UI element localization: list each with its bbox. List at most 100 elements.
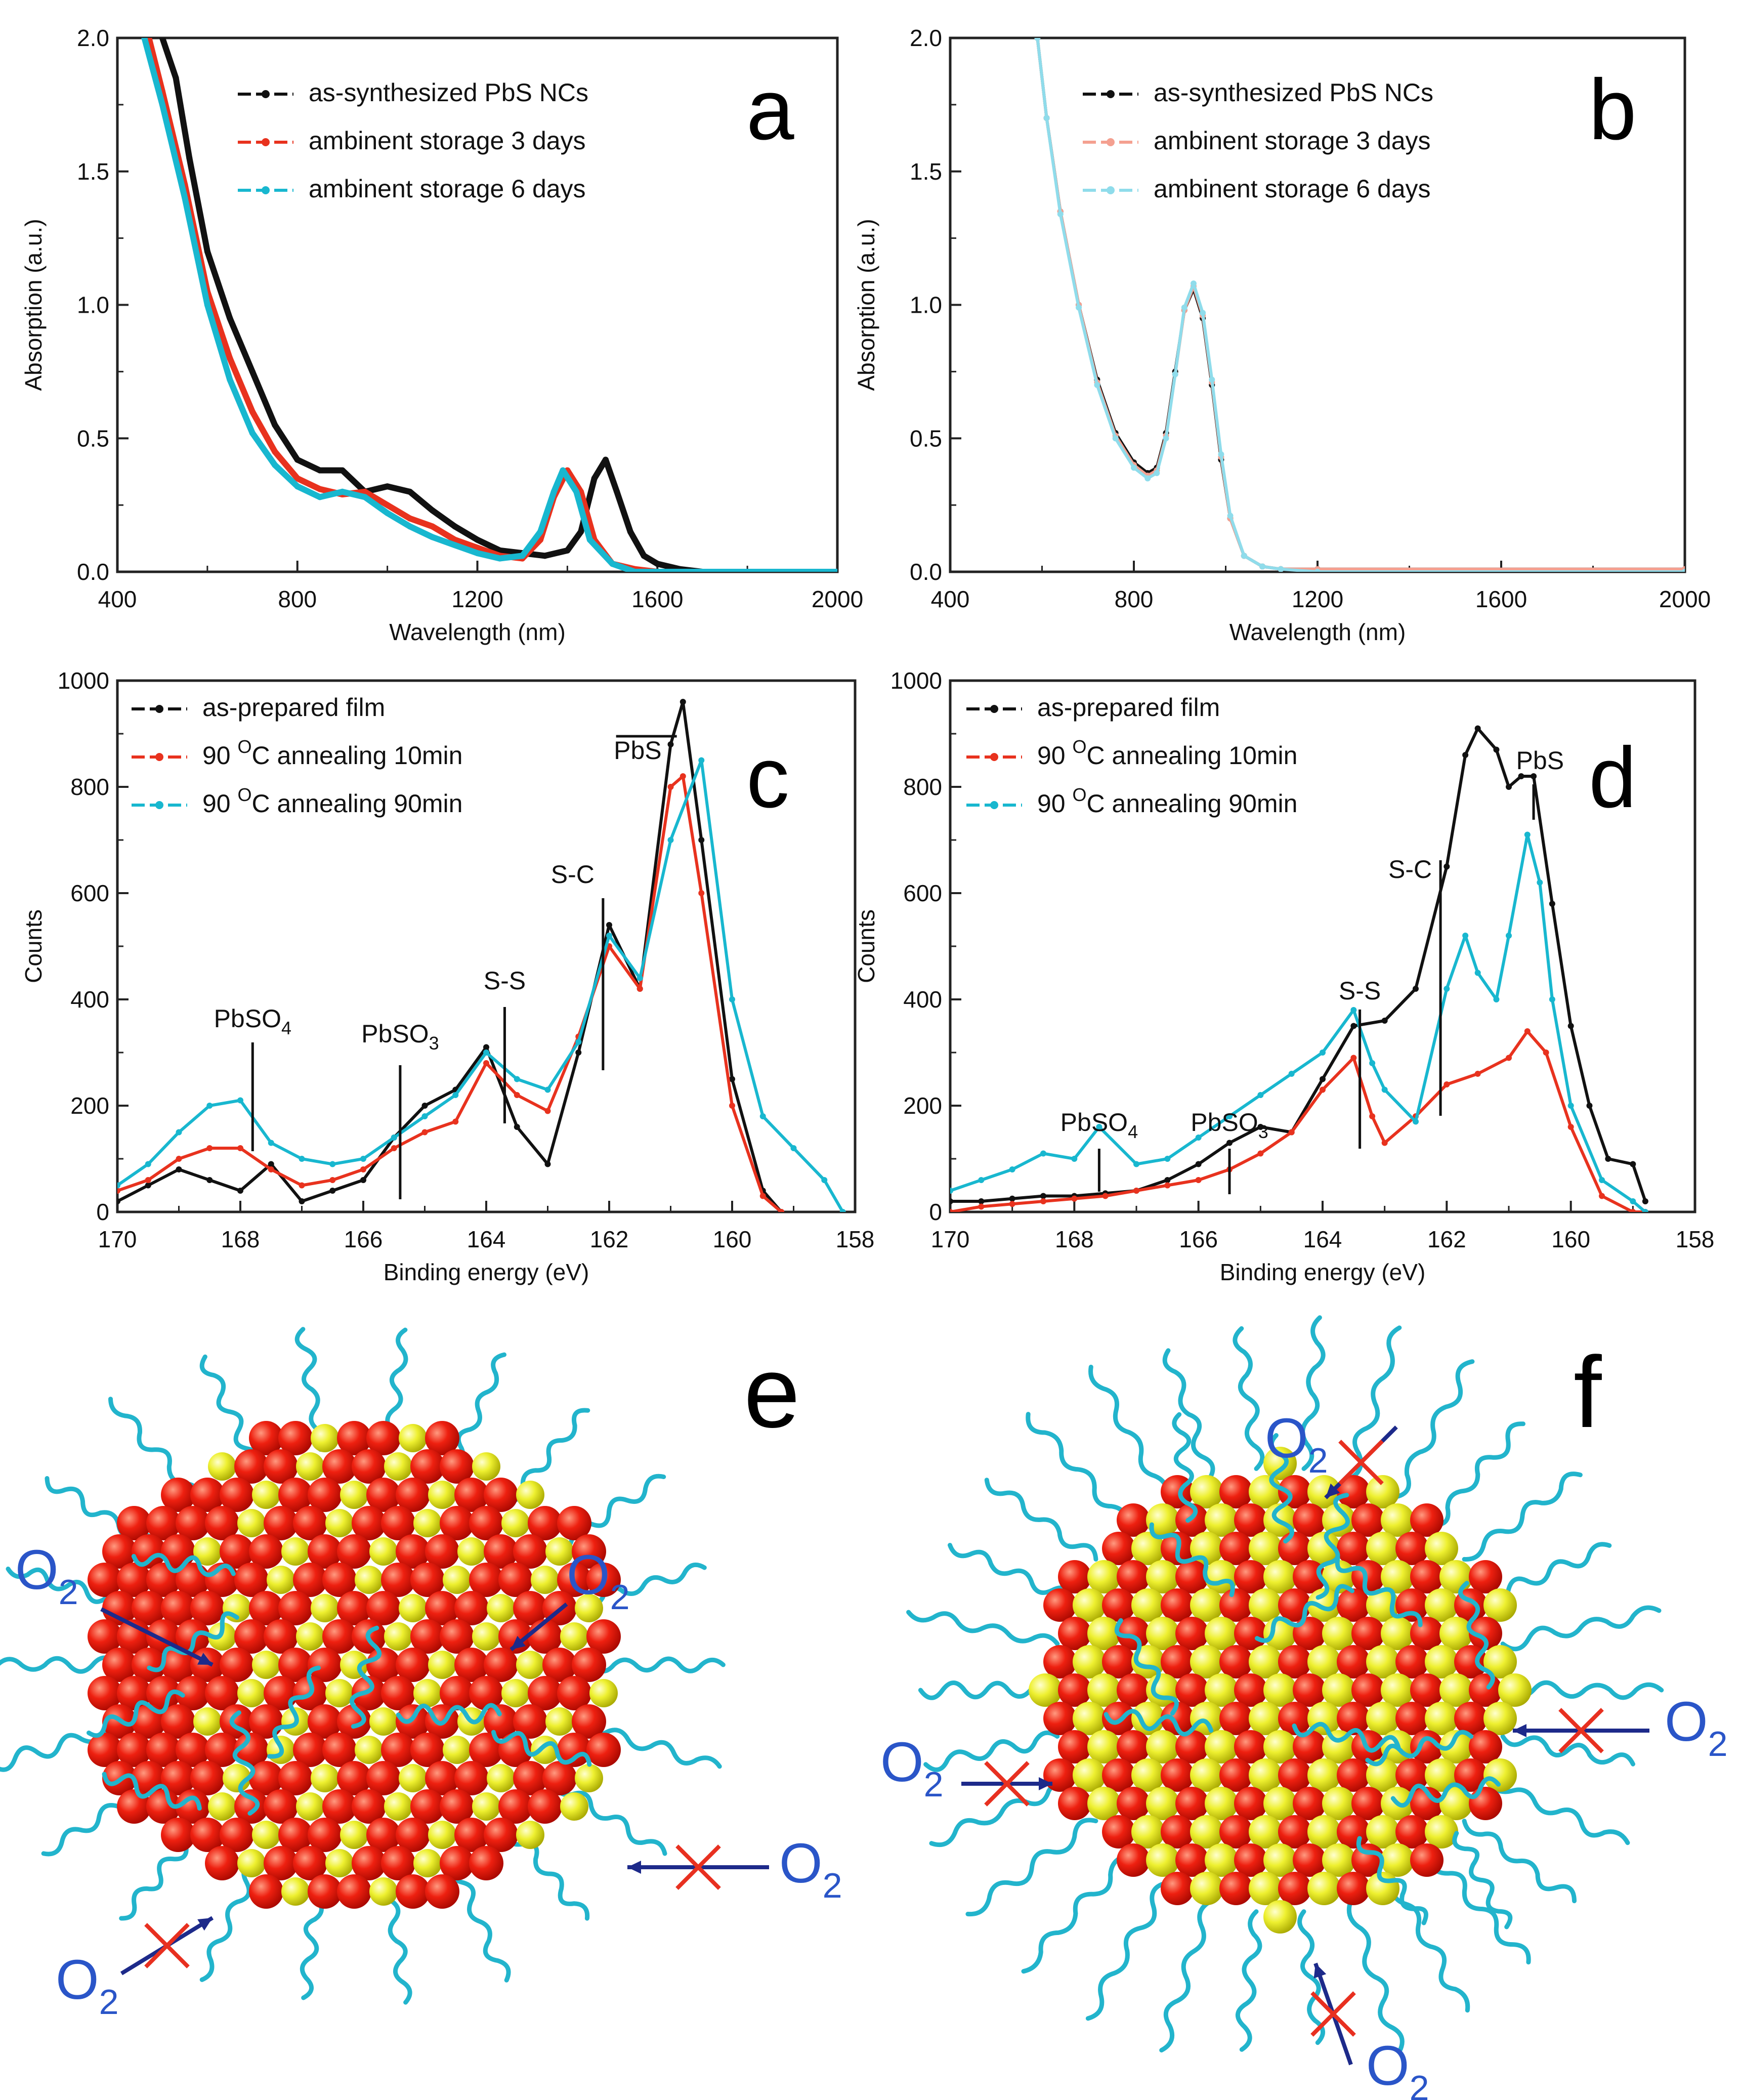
data-point-d-0 [1195,1161,1202,1167]
legend-label-d-0: as-prepared film [1037,693,1220,722]
o2-arrow-head [511,1635,526,1650]
data-point-d-2 [1226,1113,1233,1119]
data-point-c-1 [145,1177,151,1183]
data-point-c-2 [145,1161,151,1167]
lead-atom [278,1421,313,1455]
ligand-chain [1255,1584,1354,1643]
x-tick-label-a: 2000 [812,586,863,612]
ligand-chain [491,1730,592,1767]
lead-atom [1395,1815,1429,1849]
ligand-chain [102,1772,202,1811]
annotation-label-d: PbSO4 [1060,1108,1138,1142]
data-point-d-0 [1444,863,1450,870]
y-axis-label-b: Absorption (a.u.) [853,219,879,391]
data-point-c-2 [268,1140,274,1146]
data-point-b-2 [1154,470,1160,476]
lead-atom [366,1421,401,1455]
series-group-d [950,725,1648,1212]
annotation-label-c: PbSO3 [361,1020,439,1054]
series-line-d-1 [950,1030,1645,1212]
data-point-c-1 [299,1182,305,1189]
annotation-label-c: S-S [484,967,526,995]
lead-atom [1058,1730,1091,1763]
lead-atom [88,1733,122,1767]
sulfur-atom [1381,1843,1414,1877]
lead-atom [352,1846,386,1880]
lead-atom [425,1874,459,1909]
sulfur-atom [369,1877,398,1906]
lead-atom [1058,1787,1091,1820]
x-tick-label-a: 1600 [631,586,683,612]
data-point-a-1 [294,475,301,482]
lead-atom [337,1761,371,1795]
panel-label-a: a [746,62,794,158]
sulfur-atom [237,1679,266,1707]
lead-atom [1043,1758,1077,1792]
x-tick-label-b: 400 [931,586,970,612]
lead-atom [440,1619,474,1654]
lead-atom [264,1846,298,1880]
data-point-d-2 [1599,1177,1605,1183]
data-point-a-2 [519,553,526,559]
data-point-d-1 [1369,1113,1376,1119]
lead-atom [484,1648,518,1682]
lead-atom [1337,1815,1370,1849]
data-point-d-2 [1133,1161,1139,1167]
lead-atom [1351,1787,1385,1820]
ligand-chain [199,1860,258,1982]
data-point-c-0 [145,1182,151,1189]
data-point-d-0 [1549,901,1555,907]
blocked-x-marker [675,1844,721,1890]
lead-atom [425,1421,459,1455]
lead-atom [1337,1872,1370,1905]
legend-marker-c-1 [155,753,163,761]
lead-atom [1234,1787,1267,1820]
lead-atom [176,1789,210,1824]
annotation-label-c: S-C [551,860,595,889]
lead-atom [1469,1617,1502,1650]
sulfur-atom [531,1566,559,1594]
series-line-c-0 [117,700,783,1212]
lead-atom [484,1704,518,1739]
sulfur-atom [1249,1588,1282,1622]
data-point-d-0 [1567,1023,1574,1029]
data-point-a-0 [249,368,256,375]
sulfur-atom [1087,1787,1121,1820]
lead-atom [1293,1843,1326,1877]
lead-atom [1278,1815,1311,1849]
data-point-a-1 [317,486,323,492]
data-point-c-0 [268,1161,274,1167]
lead-atom [425,1761,459,1795]
sulfur-atom [516,1481,544,1509]
lead-atom [249,1874,283,1909]
data-point-c-2 [698,757,705,764]
data-point-d-0 [1474,725,1481,732]
lead-atom [1117,1560,1150,1593]
data-point-d-0 [1493,746,1500,753]
lead-atom [117,1506,151,1540]
data-point-c-1 [391,1145,397,1151]
legend-label-d-1: 90 OC annealing 10min [1037,736,1297,770]
sulfur-atom [413,1679,442,1707]
data-point-b-2 [1112,435,1119,442]
x-tick-label-c: 170 [98,1226,137,1252]
lead-atom [1410,1503,1444,1537]
data-point-a-2 [227,376,233,383]
data-point-c-0 [176,1166,182,1172]
data-point-d-1 [1071,1195,1078,1202]
ligand-chain [350,1625,381,1729]
lead-atom [1337,1588,1370,1622]
lead-atom [146,1506,181,1540]
sulfur-atom [340,1481,368,1509]
lead-atom [396,1534,430,1569]
ligand-chain [1026,1412,1130,1527]
sulfur-atom [1029,1673,1062,1707]
panel-label-e: e [744,1336,800,1449]
sulfur-atom [399,1424,427,1452]
x-tick-label-d: 170 [931,1226,970,1252]
sulfur-atom [1146,1843,1179,1877]
lead-atom [1410,1787,1444,1820]
data-point-d-1 [1599,1193,1605,1199]
y-tick-label-b: 0.5 [910,425,942,451]
lead-atom [1161,1758,1194,1792]
